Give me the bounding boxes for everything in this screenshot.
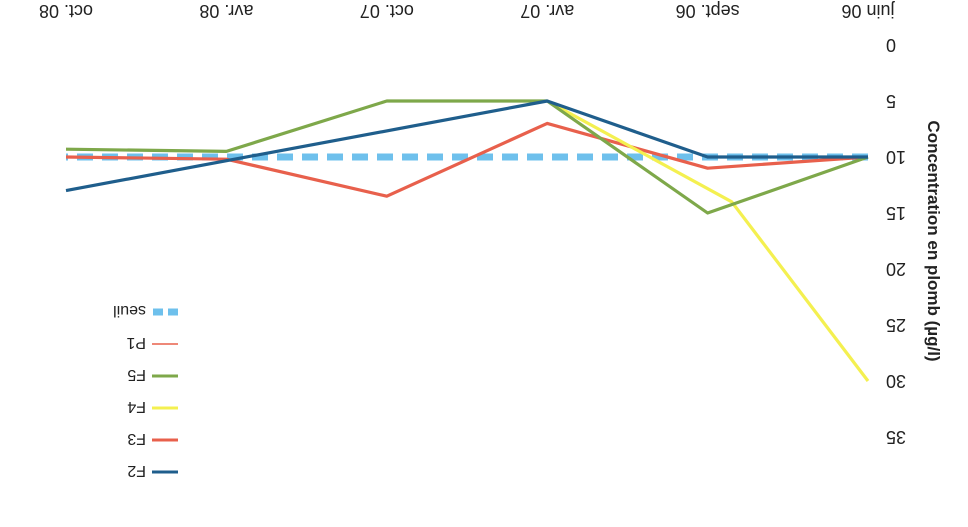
legend-label-p1: P1 xyxy=(126,334,146,351)
series-line-f3 xyxy=(65,121,869,198)
plot-area xyxy=(65,99,870,382)
y-tick-label: 20 xyxy=(886,259,906,279)
series-line-f2 xyxy=(65,99,868,193)
series-line-f5 xyxy=(65,99,869,215)
y-tick-label: 25 xyxy=(886,315,906,335)
y-axis: 0 5 10 15 20 25 30 35 xyxy=(886,35,906,447)
legend-label-f5: F5 xyxy=(127,366,146,383)
legend: F2 F3 F4 F5 P1 seuil xyxy=(113,302,178,479)
legend-label-f3: F3 xyxy=(127,430,146,447)
series-line-f4 xyxy=(546,99,870,382)
y-tick-label: 10 xyxy=(886,147,906,167)
x-tick-label: avr. 08 xyxy=(199,1,253,21)
x-tick-label: oct. 08 xyxy=(39,1,93,21)
y-tick-label: 0 xyxy=(886,35,896,55)
legend-label-f2: F2 xyxy=(127,462,146,479)
x-tick-label: sept. 06 xyxy=(676,1,740,21)
x-axis: juin 06 sept. 06 avr. 07 oct. 07 avr. 08 oct.… xyxy=(39,1,896,21)
y-axis-title: Concentration en plomb (µg/l) xyxy=(924,120,943,361)
x-tick-label: avr. 07 xyxy=(520,1,574,21)
x-tick-label: oct. 07 xyxy=(360,1,414,21)
y-tick-label: 5 xyxy=(886,91,896,111)
y-tick-label: 35 xyxy=(886,427,906,447)
x-tick-label: juin 06 xyxy=(841,1,895,21)
legend-label-seuil: seuil xyxy=(113,302,146,319)
legend-label-f4: F4 xyxy=(127,398,146,415)
y-tick-label: 15 xyxy=(886,203,906,223)
y-tick-label: 30 xyxy=(886,371,906,391)
